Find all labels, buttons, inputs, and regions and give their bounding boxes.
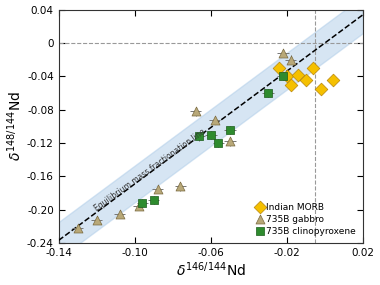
Indian MORB <box>284 74 290 79</box>
Indian MORB <box>310 66 317 70</box>
735B gabbro <box>155 187 161 191</box>
735B gabbro <box>288 57 294 62</box>
735B clinopyroxene <box>151 198 157 202</box>
735B clinopyroxene <box>265 91 271 95</box>
735B gabbro <box>193 109 199 114</box>
735B gabbro <box>74 226 81 231</box>
735B gabbro <box>280 51 286 55</box>
Indian MORB <box>318 87 324 91</box>
Legend: Indian MORB, 735B gabbro, 735B clinopyroxene: Indian MORB, 735B gabbro, 735B clinopyro… <box>253 200 358 239</box>
Indian MORB <box>295 72 301 77</box>
735B clinopyroxene <box>208 133 214 137</box>
Indian MORB <box>288 82 294 87</box>
735B gabbro <box>212 117 218 122</box>
Indian MORB <box>303 77 309 82</box>
735B clinopyroxene <box>280 74 286 79</box>
735B clinopyroxene <box>227 127 233 132</box>
735B gabbro <box>136 203 142 208</box>
735B gabbro <box>227 139 233 144</box>
Indian MORB <box>276 66 282 70</box>
735B clinopyroxene <box>215 141 222 145</box>
X-axis label: $\delta^{146/144}$Nd: $\delta^{146/144}$Nd <box>176 261 246 280</box>
Y-axis label: $\delta^{148/144}$Nd: $\delta^{148/144}$Nd <box>6 91 24 161</box>
735B gabbro <box>177 184 184 189</box>
Indian MORB <box>329 77 336 82</box>
Text: Equilibrium mass fractionation line: Equilibrium mass fractionation line <box>93 127 207 213</box>
735B gabbro <box>93 217 100 222</box>
735B clinopyroxene <box>139 201 146 205</box>
735B clinopyroxene <box>196 134 203 139</box>
735B gabbro <box>117 212 123 216</box>
